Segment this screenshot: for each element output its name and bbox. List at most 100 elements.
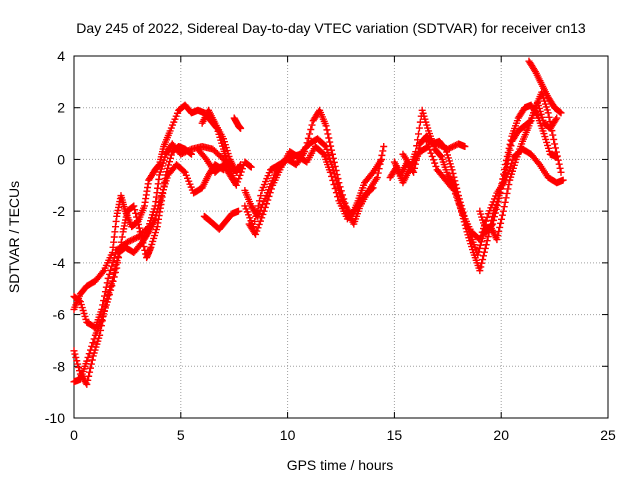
data-point [553,153,561,161]
data-point [499,207,507,215]
data-point [331,185,339,193]
data-point [451,177,459,185]
data-point [452,181,460,189]
data-point [187,150,195,158]
data-point [501,165,509,173]
data-point [116,243,124,251]
data-point [86,368,94,376]
data-point [259,210,267,218]
data-point [507,136,515,144]
data-point [337,187,345,195]
data-point [494,232,502,240]
data-point [373,174,381,182]
data-point [504,169,512,177]
data-point [128,236,136,244]
data-point [263,200,271,208]
data-point [327,142,335,150]
data-point [267,185,275,193]
data-point [86,346,94,354]
series-track-n [399,143,567,244]
x-tick-label: 20 [493,427,509,443]
y-tick-label: -6 [53,307,66,323]
data-point [329,176,337,184]
data-point [85,372,93,380]
data-point [498,215,506,223]
data-point [428,152,436,160]
data-point [86,364,94,372]
data-point [533,110,541,118]
data-point [140,243,148,251]
data-point [488,221,496,229]
data-point [302,143,310,151]
data-point [104,274,112,282]
data-point [255,220,263,228]
data-point [260,207,268,215]
data-point [177,150,185,158]
series-track-p [476,101,561,236]
data-point [435,141,443,149]
data-point [304,134,312,142]
data-point [505,144,513,152]
data-point [477,263,485,271]
x-tick-label: 25 [600,427,616,443]
data-point [504,148,512,156]
data-point [330,158,338,166]
data-point [368,185,376,193]
data-point [135,224,143,232]
data-point [164,164,172,172]
data-point [328,172,336,180]
data-point [180,167,188,175]
data-point [378,151,386,159]
data-point [444,145,452,153]
data-point [495,227,503,235]
data-point [306,130,314,138]
data-point [264,196,272,204]
data-point [105,291,113,299]
series-track-d [70,143,195,386]
data-point [497,185,505,193]
data-point [138,235,146,243]
x-tick-label: 0 [70,427,78,443]
series-track-o [422,137,469,153]
data-point [252,212,260,220]
data-point [232,181,240,189]
data-point [490,216,498,224]
data-point [554,156,562,164]
data-point [131,206,139,214]
data-point [374,169,382,177]
data-point [493,202,501,210]
data-point [552,144,560,152]
data-point [88,342,96,350]
data-point [265,192,273,200]
x-tick-label: 15 [387,427,403,443]
data-point [73,357,81,365]
data-point [506,163,514,171]
data-point [254,224,262,232]
data-point [376,160,384,168]
data-point [375,165,383,173]
data-point [557,168,565,176]
data-point [330,181,338,189]
data-point [324,130,332,138]
data-point [441,144,449,152]
data-point [247,163,255,171]
data-point [308,121,316,129]
data-point [99,268,107,276]
data-point [503,152,511,160]
data-point [494,198,502,206]
data-point [479,256,487,264]
data-point [125,237,133,245]
data-point [508,159,516,167]
data-point [252,230,260,238]
data-point [410,168,418,176]
data-point [445,144,453,152]
data-point [379,147,387,155]
data-point [165,161,173,169]
data-point [493,236,501,244]
data-point [499,175,507,183]
data-point [254,202,262,210]
data-point [436,152,444,160]
data-point [550,135,558,143]
data-point [431,159,439,167]
